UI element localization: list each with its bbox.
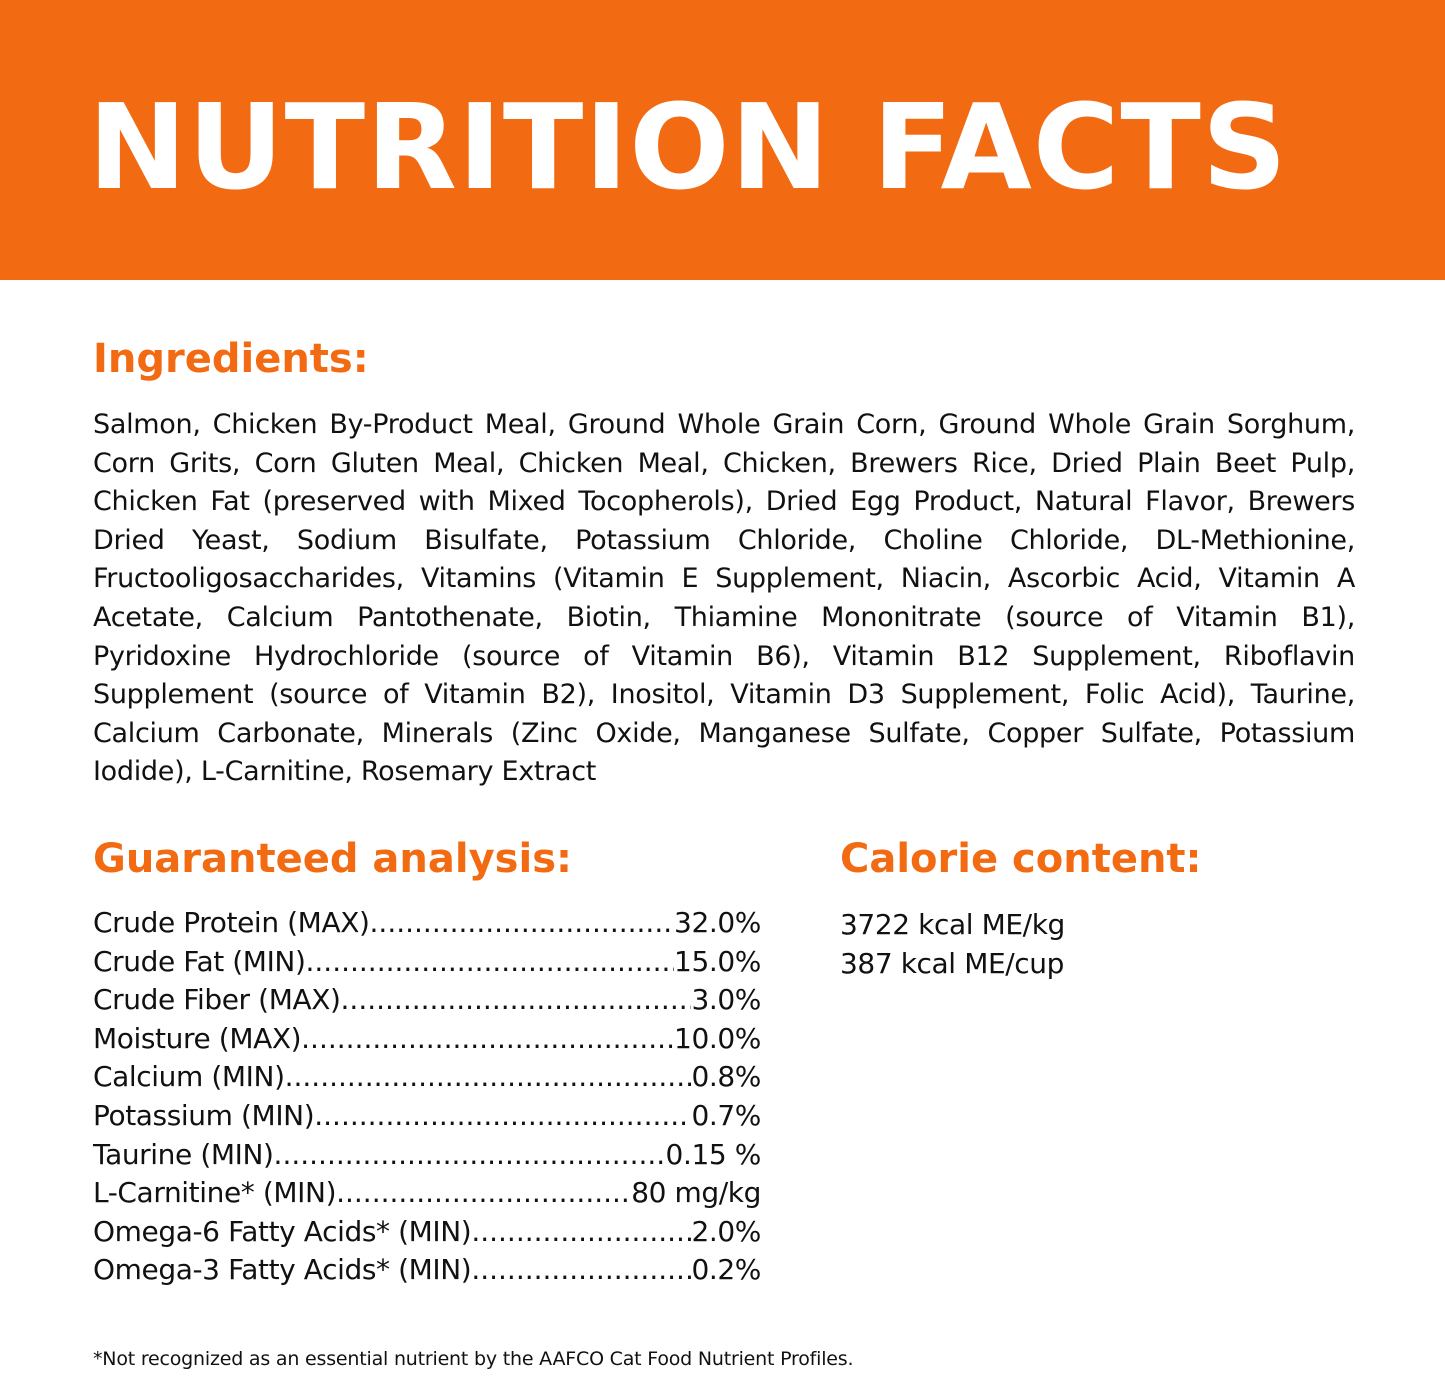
nutrient-label: Crude Fiber (MAX) bbox=[93, 983, 341, 1017]
dot-leader bbox=[370, 904, 675, 943]
analysis-row: Crude Fiber (MAX) 3.0% bbox=[93, 981, 761, 1020]
nutrient-value: 15.0% bbox=[674, 944, 761, 978]
nutrient-label: Taurine (MIN) bbox=[93, 1137, 274, 1171]
nutrient-label: Calcium (MIN) bbox=[93, 1060, 285, 1094]
analysis-row: Potassium (MIN) 0.7% bbox=[93, 1097, 761, 1136]
nutrient-label: Omega-3 Fatty Acids* (MIN) bbox=[93, 1253, 472, 1287]
analysis-row: L-Carnitine* (MIN) 80 mg/kg bbox=[93, 1174, 761, 1213]
dot-leader bbox=[314, 1097, 691, 1136]
calorie-heading: Calorie content: bbox=[840, 836, 1202, 882]
calorie-per-cup: 387 kcal ME/cup bbox=[840, 946, 1064, 980]
footnote: *Not recognized as an essential nutrient… bbox=[93, 1348, 854, 1370]
calorie-per-kg: 3722 kcal ME/kg bbox=[840, 908, 1065, 941]
header-banner: NUTRITION FACTS bbox=[0, 0, 1445, 280]
analysis-row: Omega-6 Fatty Acids* (MIN) 2.0% bbox=[93, 1213, 761, 1252]
nutrient-label: Omega-6 Fatty Acids* (MIN) bbox=[93, 1214, 472, 1248]
nutrient-label: Moisture (MAX) bbox=[93, 1021, 302, 1055]
nutrient-value: 10.0% bbox=[674, 1021, 761, 1055]
nutrient-value: 0.8% bbox=[691, 1060, 761, 1094]
analysis-row: Calcium (MIN) 0.8% bbox=[93, 1058, 761, 1097]
analysis-row: Omega-3 Fatty Acids* (MIN) 0.2% bbox=[93, 1251, 761, 1290]
analysis-row: Moisture (MAX) 10.0% bbox=[93, 1020, 761, 1059]
dot-leader bbox=[301, 1020, 674, 1059]
page-title: NUTRITION FACTS bbox=[88, 78, 1288, 216]
calorie-content: 3722 kcal ME/kg 387 kcal ME/cup bbox=[840, 906, 1065, 983]
nutrient-value: 0.15 % bbox=[665, 1137, 761, 1171]
dot-leader bbox=[274, 1136, 666, 1175]
dot-leader bbox=[306, 943, 675, 982]
dot-leader bbox=[285, 1058, 692, 1097]
dot-leader bbox=[336, 1174, 631, 1213]
analysis-heading: Guaranteed analysis: bbox=[93, 836, 573, 882]
nutrient-value: 80 mg/kg bbox=[631, 1176, 761, 1210]
analysis-row: Crude Protein (MAX) 32.0% bbox=[93, 904, 761, 943]
nutrient-value: 2.0% bbox=[691, 1214, 761, 1248]
nutrient-label: Crude Fat (MIN) bbox=[93, 944, 306, 978]
analysis-row: Crude Fat (MIN) 15.0% bbox=[93, 943, 761, 982]
dot-leader bbox=[471, 1251, 691, 1290]
nutrient-value: 0.2% bbox=[691, 1253, 761, 1287]
ingredients-text: Salmon, Chicken By-Product Meal, Ground … bbox=[93, 409, 1355, 788]
nutrient-label: L-Carnitine* (MIN) bbox=[93, 1176, 337, 1210]
nutrient-label: Crude Protein (MAX) bbox=[93, 906, 370, 939]
dot-leader bbox=[341, 981, 692, 1020]
ingredients-heading: Ingredients: bbox=[93, 336, 369, 382]
analysis-table: Crude Protein (MAX) 32.0%Crude Fat (MIN)… bbox=[93, 904, 761, 1290]
nutrient-value: 32.0% bbox=[674, 906, 761, 939]
analysis-row: Taurine (MIN) 0.15 % bbox=[93, 1136, 761, 1175]
nutrient-label: Potassium (MIN) bbox=[93, 1098, 315, 1132]
nutrient-value: 0.7% bbox=[691, 1098, 761, 1132]
dot-leader bbox=[471, 1213, 691, 1252]
nutrient-value: 3.0% bbox=[691, 983, 761, 1017]
